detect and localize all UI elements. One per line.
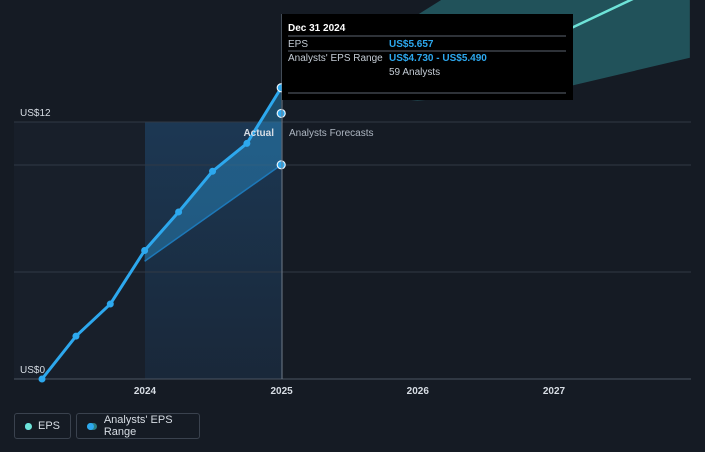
x-tick-label: 2024 — [134, 386, 157, 397]
x-tick-label: 2026 — [407, 386, 430, 397]
analysts-forecasts-label: Analysts Forecasts — [289, 128, 373, 139]
y-tick-label: US$0 — [20, 365, 45, 376]
legend-eps-label: EPS — [37, 420, 60, 432]
actual-label: Actual — [243, 128, 274, 139]
tooltip-box — [282, 14, 573, 100]
range-legend-icon — [87, 422, 97, 430]
eps-legend-icon — [25, 422, 32, 430]
y-axis-labels: US$12 US$0 — [20, 108, 51, 376]
x-tick-label: 2025 — [270, 386, 293, 397]
y-tick-label: US$12 — [20, 108, 51, 119]
hover-point[interactable] — [276, 160, 286, 170]
x-axis-labels: 2024 2025 2026 2027 — [134, 386, 566, 397]
tooltip-range-value: US$4.730 - US$5.490 — [389, 53, 487, 64]
tooltip-range-label: Analysts' EPS Range — [288, 53, 383, 64]
legend-range-label: Analysts' EPS Range — [103, 414, 173, 438]
eps-actual-point[interactable] — [106, 300, 114, 308]
grid-lines — [14, 121, 691, 380]
tooltip: Dec 31 2024 EPS US$5.657 Analysts' EPS R… — [282, 14, 573, 100]
legend-analysts-eps-range[interactable]: Analysts' EPS Range — [76, 413, 200, 439]
x-tick-label: 2027 — [543, 386, 566, 397]
eps-actual-point[interactable] — [141, 247, 149, 254]
eps-actual-point[interactable] — [243, 139, 251, 147]
hover-point[interactable] — [276, 108, 286, 119]
tooltip-eps-value: US$5.657 — [389, 39, 434, 50]
eps-actual-point[interactable] — [38, 375, 46, 383]
legend-eps[interactable]: EPS — [14, 413, 71, 439]
eps-actual-point[interactable] — [72, 332, 80, 340]
tooltip-date: Dec 31 2024 — [288, 23, 346, 34]
eps-actual-line — [40, 86, 283, 380]
eps-actual-point[interactable] — [209, 167, 217, 175]
eps-range-low-line — [144, 164, 282, 262]
eps-actual-point[interactable] — [175, 208, 183, 216]
tooltip-eps-label: EPS — [288, 39, 308, 50]
tooltip-analyst-count: 59 Analysts — [389, 67, 440, 78]
